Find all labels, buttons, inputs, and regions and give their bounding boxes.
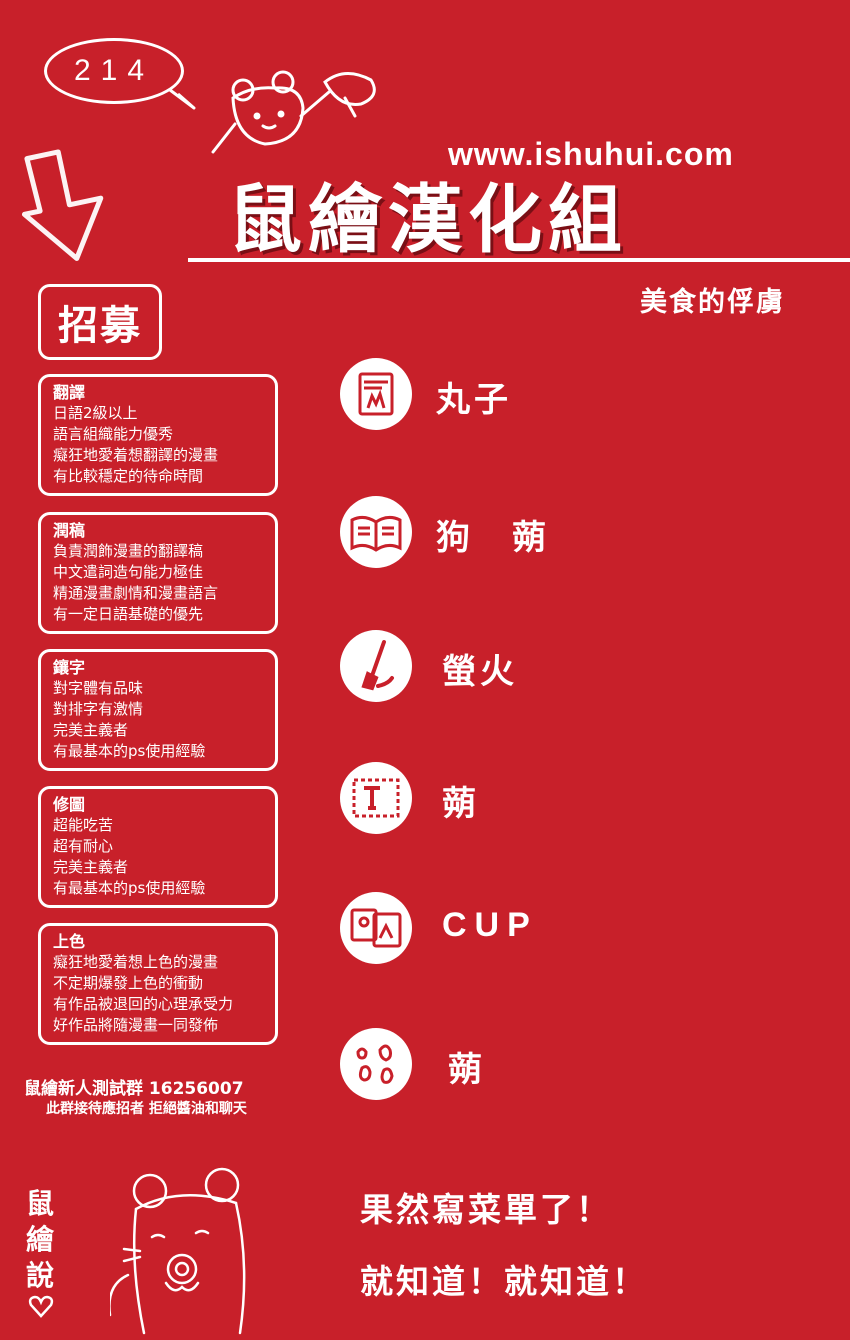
staff-name: 蒴 [448, 1050, 486, 1090]
text-tool-icon [340, 762, 412, 834]
brush-icon [340, 630, 412, 702]
role-line: 有一定日語基礎的優先 [53, 605, 204, 623]
role-line: 負責潤飾漫畫的翻譯稿 [53, 542, 204, 560]
color-drops-icon [340, 1028, 412, 1100]
chapter-title: 美食的俘虜 [640, 287, 785, 318]
role-line: 有作品被退回的心理承受力 [53, 995, 234, 1013]
page-number-bubble: 214 [44, 38, 184, 104]
role-line: 好作品將隨漫畫一同發佈 [53, 1016, 219, 1034]
site-url: www.ishuhui.com [448, 136, 734, 172]
speech-tail-icon [169, 88, 196, 110]
role-title: 上色 [53, 932, 86, 951]
role-line: 癡狂地愛着想翻譯的漫畫 [53, 446, 219, 464]
role-line: 語言組織能力優秀 [53, 425, 174, 443]
image-edit-icon [340, 892, 412, 964]
role-line: 對字體有品味 [53, 679, 144, 697]
role-card-proofread: 潤稿 負責潤飾漫畫的翻譯稿 中文遣詞造句能力極佳 精通漫畫劇情和漫畫語言 有一定… [38, 512, 278, 634]
role-card-translate: 翻譯 日語2級以上 語言組織能力優秀 癡狂地愛着想翻譯的漫畫 有比較穩定的待命時… [38, 374, 278, 496]
staff-name: 螢火 [442, 652, 518, 692]
recruit-label: 招募 [38, 284, 162, 360]
header-divider [188, 258, 850, 262]
mascot-mouse-icon [211, 70, 376, 154]
role-line: 超能吃苦 [53, 816, 114, 834]
role-line: 日語2級以上 [53, 404, 138, 422]
staff-name: 丸子 [436, 380, 512, 420]
footer-line-1: 果然寫菜單了！ [360, 1190, 612, 1229]
role-line: 中文遣詞造句能力極佳 [53, 563, 204, 581]
role-line: 不定期爆發上色的衝動 [53, 974, 204, 992]
role-line: 有最基本的ps使用經驗 [53, 742, 206, 760]
heart-icon [28, 1295, 54, 1318]
role-line: 有最基本的ps使用經驗 [53, 879, 206, 897]
footer-side-label: 鼠繪說 [25, 1187, 54, 1292]
staff-name: CUP [442, 906, 538, 944]
test-group-id: 鼠繪新人測試群 16256007 [24, 1079, 244, 1099]
recruit-text: 招募 [58, 303, 142, 349]
mascot-mouse-eating-icon [110, 1167, 246, 1335]
role-line: 癡狂地愛着想上色的漫畫 [53, 953, 219, 971]
role-title: 翻譯 [53, 383, 86, 402]
down-arrow-icon [21, 149, 104, 261]
role-line: 完美主義者 [53, 858, 129, 876]
role-line: 完美主義者 [53, 721, 129, 739]
role-title: 潤稿 [53, 521, 86, 540]
role-card-typeset: 鑲字 對字體有品味 對排字有激情 完美主義者 有最基本的ps使用經驗 [38, 649, 278, 771]
staff-name: 蒴 [442, 784, 480, 824]
role-card-redraw: 修圖 超能吃苦 超有耐心 完美主義者 有最基本的ps使用經驗 [38, 786, 278, 908]
role-line: 有比較穩定的待命時間 [53, 467, 204, 485]
role-title: 修圖 [53, 795, 86, 814]
staff-name: 狗 蒴 [436, 518, 550, 558]
footer-line-2: 就知道！就知道！ [360, 1262, 648, 1301]
role-title: 鑲字 [53, 658, 86, 677]
role-line: 精通漫畫劇情和漫畫語言 [53, 584, 219, 602]
role-line: 對排字有激情 [53, 700, 144, 718]
group-name: 鼠繪漢化組 [228, 177, 628, 263]
role-line: 超有耐心 [53, 837, 114, 855]
role-card-coloring: 上色 癡狂地愛着想上色的漫畫 不定期爆發上色的衝動 有作品被退回的心理承受力 好… [38, 923, 278, 1045]
test-group-note: 此群接待應招者 拒絕醬油和聊天 [46, 1101, 247, 1117]
jump-magazine-icon [340, 358, 412, 430]
open-book-icon [340, 496, 412, 568]
page-number: 214 [73, 54, 155, 87]
